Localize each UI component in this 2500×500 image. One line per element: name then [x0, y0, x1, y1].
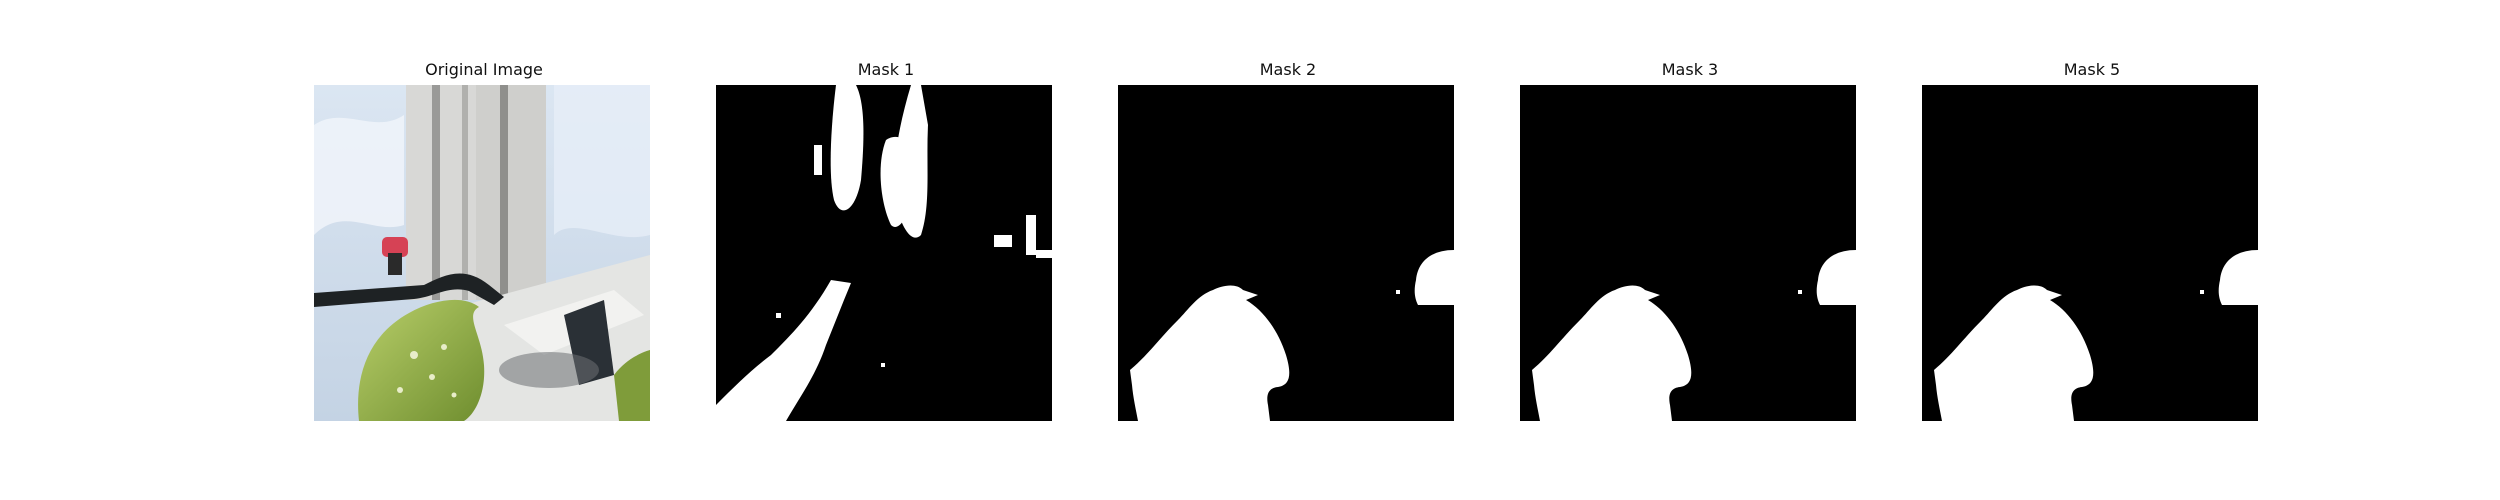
original-photo — [314, 85, 650, 421]
panel-title: Mask 5 — [2063, 60, 2121, 79]
mask-3-image — [1520, 85, 1856, 421]
panel-title: Mask 1 — [857, 60, 915, 79]
panel-mask-1: Mask 1 — [716, 58, 1056, 421]
mask-1-image — [716, 85, 1052, 421]
panel-mask-5: Mask 5 — [1922, 58, 2262, 421]
panel-mask-2: Mask 2 — [1118, 58, 1458, 421]
panel-title: Mask 2 — [1259, 60, 1317, 79]
panel-mask-3: Mask 3 — [1520, 58, 1860, 421]
panel-original-image: Original Image — [314, 58, 654, 421]
panel-title: Original Image — [425, 60, 543, 79]
panel-title: Mask 3 — [1661, 60, 1719, 79]
mask-2-image — [1118, 85, 1454, 421]
mask-5-image — [1922, 85, 2258, 421]
